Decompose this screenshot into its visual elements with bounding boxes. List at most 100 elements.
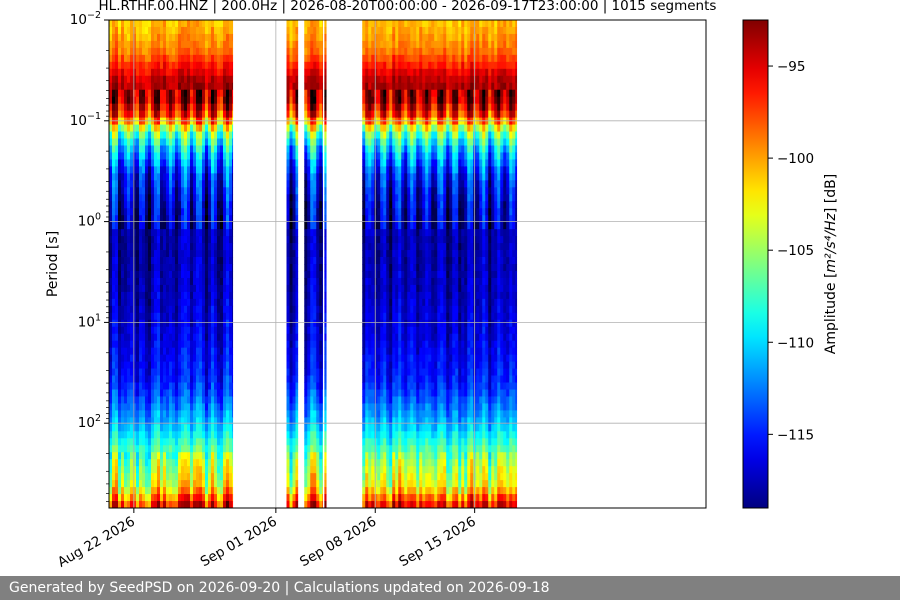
heatmap-cell xyxy=(374,431,378,439)
heatmap-cell xyxy=(157,159,161,167)
heatmap-cell xyxy=(324,298,327,307)
heatmap-cell xyxy=(184,487,188,495)
heatmap-cell xyxy=(211,396,215,404)
heatmap-cell xyxy=(142,270,146,279)
heatmap-cell xyxy=(115,152,119,160)
heatmap-cell xyxy=(151,480,155,488)
heatmap-cell xyxy=(232,438,234,446)
heatmap-cell xyxy=(407,264,411,272)
heatmap-cell xyxy=(196,277,200,286)
heatmap-cell xyxy=(398,40,402,49)
heatmap-cell xyxy=(380,250,384,258)
heatmap-cell xyxy=(401,410,405,418)
heatmap-cell xyxy=(371,61,375,70)
heatmap-cell xyxy=(368,291,372,300)
heatmap-cell xyxy=(118,138,122,146)
heatmap-cell xyxy=(190,459,194,467)
heatmap-cell xyxy=(169,291,173,300)
heatmap-cell xyxy=(319,222,323,230)
heatmap-cell xyxy=(130,347,134,356)
heatmap-cell xyxy=(208,424,212,432)
heatmap-cell xyxy=(154,452,158,460)
heatmap-cell xyxy=(199,187,203,195)
heatmap-cell xyxy=(115,347,119,356)
heatmap-cell xyxy=(401,494,405,502)
heatmap-cell xyxy=(319,152,323,160)
heatmap-cell xyxy=(324,222,327,230)
heatmap-cell xyxy=(289,75,293,84)
heatmap-cell xyxy=(310,375,314,383)
heatmap-cell xyxy=(313,452,317,460)
heatmap-cell xyxy=(319,75,323,84)
heatmap-cell xyxy=(380,326,384,335)
heatmap-cell xyxy=(184,284,188,293)
heatmap-cell xyxy=(392,326,396,335)
heatmap-cell xyxy=(130,145,134,153)
heatmap-cell xyxy=(169,173,173,181)
heatmap-cell xyxy=(316,354,320,362)
heatmap-cell xyxy=(196,68,200,77)
heatmap-cell xyxy=(310,494,314,502)
heatmap-cell xyxy=(115,82,119,91)
heatmap-cell xyxy=(365,284,369,293)
heatmap-cell xyxy=(211,96,215,105)
heatmap-cell xyxy=(133,250,137,258)
heatmap-cell xyxy=(148,382,152,390)
heatmap-cell xyxy=(139,459,143,467)
heatmap-cell xyxy=(112,152,116,160)
heatmap-cell xyxy=(395,194,399,202)
heatmap-cell xyxy=(365,138,369,146)
heatmap-cell xyxy=(118,480,122,488)
heatmap-cell xyxy=(377,361,381,369)
heatmap-cell xyxy=(133,75,137,84)
heatmap-cell xyxy=(310,389,314,397)
heatmap-cell xyxy=(289,396,293,404)
heatmap-cell xyxy=(205,152,209,160)
heatmap-cell xyxy=(316,445,320,453)
heatmap-cell xyxy=(389,152,393,160)
heatmap-cell xyxy=(193,61,197,70)
heatmap-cell xyxy=(199,96,203,105)
heatmap-cell xyxy=(127,452,131,460)
heatmap-cell xyxy=(127,54,131,63)
heatmap-cell xyxy=(136,396,140,404)
heatmap-cell xyxy=(371,180,375,188)
heatmap-cell xyxy=(319,494,323,502)
heatmap-cell xyxy=(109,354,113,362)
heatmap-cell xyxy=(410,452,414,460)
heatmap-cell xyxy=(211,173,215,181)
heatmap-cell xyxy=(316,26,320,35)
heatmap-cell xyxy=(142,82,146,91)
heatmap-cell xyxy=(217,180,221,188)
heatmap-cell xyxy=(214,75,218,84)
heatmap-cell xyxy=(377,208,381,216)
heatmap-cell xyxy=(154,75,158,84)
heatmap-cell xyxy=(365,33,369,42)
heatmap-cell xyxy=(127,103,131,112)
heatmap-cell xyxy=(211,291,215,300)
heatmap-cell xyxy=(383,110,387,118)
heatmap-cell xyxy=(392,333,396,342)
heatmap-cell xyxy=(193,257,197,265)
heatmap-cell xyxy=(127,215,131,223)
heatmap-cell xyxy=(324,82,327,91)
heatmap-cell xyxy=(404,480,408,488)
heatmap-cell xyxy=(199,473,203,481)
heatmap-cell xyxy=(289,89,293,98)
heatmap-cell xyxy=(142,68,146,77)
heatmap-cell xyxy=(365,68,369,77)
heatmap-cell xyxy=(217,382,221,390)
heatmap-cell xyxy=(112,480,116,488)
heatmap-cell xyxy=(154,445,158,453)
heatmap-cell xyxy=(163,452,167,460)
heatmap-cell xyxy=(324,361,327,369)
heatmap-cell xyxy=(401,487,405,495)
heatmap-cell xyxy=(217,466,221,474)
heatmap-cell xyxy=(127,340,131,349)
heatmap-cell xyxy=(178,33,182,42)
heatmap-cell xyxy=(304,277,308,286)
heatmap-cell xyxy=(319,305,323,314)
heatmap-cell xyxy=(202,138,206,146)
heatmap-cell xyxy=(193,26,197,35)
heatmap-cell xyxy=(362,208,366,216)
